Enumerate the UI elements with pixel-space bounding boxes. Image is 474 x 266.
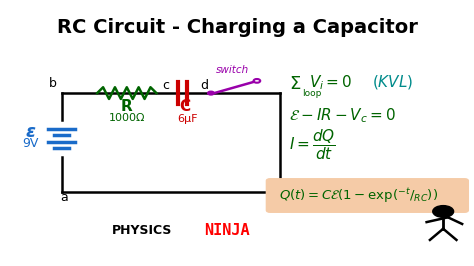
Circle shape <box>208 91 214 95</box>
Text: $\mathcal{E}-IR-V_c = 0$: $\mathcal{E}-IR-V_c = 0$ <box>289 106 396 125</box>
Text: ε: ε <box>26 123 36 141</box>
Text: switch: switch <box>216 65 249 75</box>
Text: $\Sigma$: $\Sigma$ <box>289 75 301 93</box>
Text: PHYSICS: PHYSICS <box>112 224 173 236</box>
Text: loop: loop <box>302 89 322 98</box>
Text: $V_i = 0$: $V_i = 0$ <box>309 73 352 92</box>
Text: b: b <box>49 77 57 90</box>
Text: 1000Ω: 1000Ω <box>109 113 145 123</box>
Text: a: a <box>60 191 68 204</box>
Circle shape <box>433 206 454 217</box>
Text: R: R <box>121 99 133 114</box>
FancyBboxPatch shape <box>266 179 468 212</box>
Text: $I = \dfrac{dQ}{dt}$: $I = \dfrac{dQ}{dt}$ <box>289 128 336 162</box>
Text: $Q(t)=C\mathcal{E}(1-\exp(^{-t}/_{RC}))$: $Q(t)=C\mathcal{E}(1-\exp(^{-t}/_{RC}))$ <box>279 186 438 205</box>
Text: RC Circuit - Charging a Capacitor: RC Circuit - Charging a Capacitor <box>56 18 418 37</box>
Text: 6μF: 6μF <box>177 114 198 124</box>
Text: NINJA: NINJA <box>204 223 249 238</box>
Text: $(KVL)$: $(KVL)$ <box>372 73 413 92</box>
Text: d: d <box>200 79 208 92</box>
Text: C: C <box>179 99 191 114</box>
Text: 9V: 9V <box>23 137 39 150</box>
Text: c: c <box>163 79 169 92</box>
